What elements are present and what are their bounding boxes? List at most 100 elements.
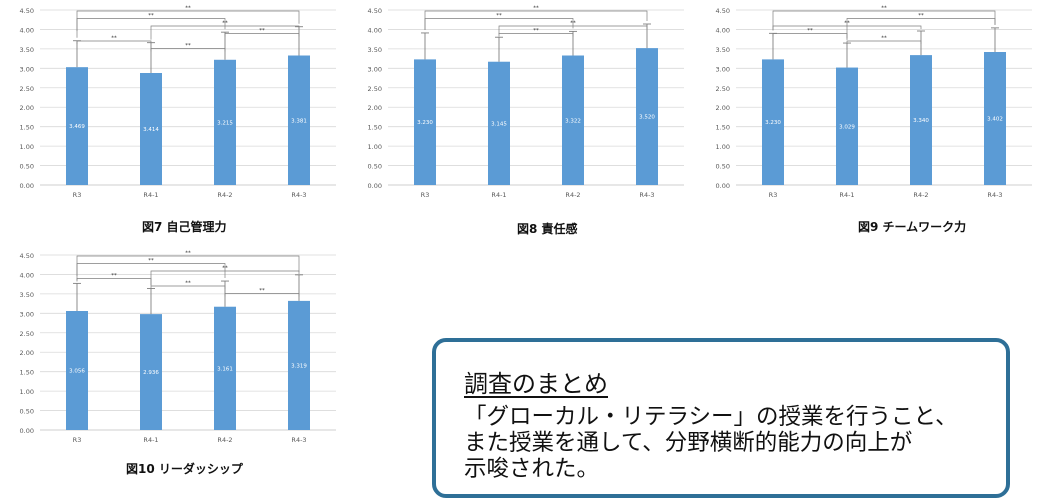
x-tick-label: R4-3 [987, 191, 1002, 199]
significance-label: ** [881, 36, 887, 42]
significance-label: ** [222, 266, 228, 272]
x-tick-label: R4-2 [913, 191, 928, 199]
chart-self-management: 0.00 0.50 1.00 1.50 2.00 2.50 3.00 3.50 4.00 4.50… [4, 0, 340, 205]
bar-value-label: 3.230 [417, 120, 433, 126]
x-tick-label: R4-1 [143, 436, 158, 444]
y-tick-label: 2.50 [368, 85, 382, 93]
significance-bracket [76, 18, 226, 38]
y-tick-label: 0.50 [716, 163, 730, 171]
chart-responsibility: 0.00 0.50 1.00 1.50 2.00 2.50 3.00 3.50 4.00 4.50… [352, 0, 688, 205]
x-tick-label: R3 [73, 436, 82, 444]
significance-label: ** [844, 21, 850, 27]
significance-bracket [498, 25, 648, 35]
bar [214, 306, 236, 430]
bar-value-label: 2.936 [143, 370, 159, 376]
bar [66, 67, 88, 185]
y-tick-label: 0.00 [20, 182, 34, 190]
bar [288, 55, 310, 185]
y-tick-label: 4.00 [20, 271, 34, 279]
significance-label: ** [148, 258, 154, 264]
chart-leadership: 0.00 0.50 1.00 1.50 2.00 2.50 3.00 3.50 4.00 4.50… [4, 245, 340, 450]
chart-self-management-svg: 0.00 0.50 1.00 1.50 2.00 2.50 3.00 3.50 4.00 4.50… [20, 6, 336, 199]
y-tick-label: 3.00 [20, 310, 34, 318]
significance-label: ** [222, 21, 228, 27]
y-tick-label: 3.50 [716, 46, 730, 54]
bar-value-label: 3.340 [913, 118, 929, 124]
y-tick-label: 0.50 [368, 163, 382, 171]
y-tick-label: 3.50 [368, 46, 382, 54]
significance-bracket [772, 25, 922, 31]
significance-label: ** [533, 6, 539, 12]
significance-label: ** [881, 6, 887, 12]
x-tick-label: R3 [421, 191, 430, 199]
bar [984, 52, 1006, 185]
significance-label: ** [570, 21, 576, 27]
y-tick-label: 4.00 [20, 26, 34, 34]
significance-bracket [76, 10, 300, 31]
bar-value-label: 3.145 [491, 121, 507, 127]
significance-label: ** [807, 28, 813, 34]
bar-value-label: 3.056 [69, 369, 85, 375]
y-tick-label: 2.00 [368, 104, 382, 112]
x-tick-label: R4-1 [143, 191, 158, 199]
significance-bracket [76, 278, 152, 286]
significance-label: ** [148, 13, 154, 19]
caption-leadership: 図10 リーダッシップ [126, 462, 243, 476]
x-tick-label: R4-1 [491, 191, 506, 199]
significance-bracket [772, 33, 848, 41]
y-tick-label: 0.50 [20, 408, 34, 416]
y-tick-label: 1.00 [368, 143, 382, 151]
chart-teamwork-svg: 0.00 0.50 1.00 1.50 2.00 2.50 3.00 3.50 4.00 4.50… [716, 6, 1032, 199]
bar-value-label: 3.029 [839, 124, 855, 130]
significance-label: ** [918, 13, 924, 19]
y-tick-label: 3.50 [20, 291, 34, 299]
x-tick-label: R4-2 [565, 191, 580, 199]
bar [636, 48, 658, 185]
bar-value-label: 3.322 [565, 118, 581, 124]
caption-teamwork: 図9 チームワーク力 [858, 220, 967, 234]
significance-bracket [150, 25, 300, 40]
significance-bracket [772, 10, 996, 31]
bar-value-label: 3.230 [765, 120, 781, 126]
x-tick-label: R4-1 [839, 191, 854, 199]
significance-label: ** [185, 281, 191, 287]
significance-bracket [224, 293, 300, 297]
bar [140, 73, 162, 185]
bar [66, 311, 88, 430]
x-tick-label: R4-3 [639, 191, 654, 199]
bar-value-label: 3.319 [291, 363, 307, 369]
y-tick-label: 1.00 [716, 143, 730, 151]
caption-responsibility: 図8 責任感 [517, 222, 578, 236]
y-tick-label: 4.50 [716, 7, 730, 15]
significance-label: ** [496, 13, 502, 19]
chart-responsibility-svg: 0.00 0.50 1.00 1.50 2.00 2.50 3.00 3.50 4.00 4.50… [368, 6, 684, 199]
y-tick-label: 2.50 [20, 330, 34, 338]
bar-value-label: 3.215 [217, 120, 233, 126]
significance-label: ** [185, 251, 191, 257]
y-tick-label: 4.50 [368, 7, 382, 15]
y-tick-label: 0.00 [368, 182, 382, 190]
significance-label: ** [111, 36, 117, 42]
x-tick-label: R4-3 [291, 436, 306, 444]
significance-bracket [150, 285, 226, 289]
bar [214, 59, 236, 185]
significance-label: ** [111, 273, 117, 279]
y-tick-label: 4.00 [716, 26, 730, 34]
x-tick-label: R4-2 [217, 191, 232, 199]
y-tick-label: 2.50 [20, 85, 34, 93]
bar [488, 61, 510, 185]
y-tick-label: 2.00 [20, 349, 34, 357]
y-tick-label: 4.50 [20, 252, 34, 260]
significance-bracket [846, 18, 996, 39]
significance-label: ** [259, 288, 265, 294]
bar-value-label: 3.414 [143, 127, 159, 133]
x-tick-label: R3 [769, 191, 778, 199]
y-tick-label: 3.00 [20, 65, 34, 73]
bar [910, 55, 932, 185]
bar [414, 59, 436, 186]
significance-bracket [150, 48, 226, 52]
bar-value-label: 3.469 [69, 124, 85, 130]
bar [288, 300, 310, 430]
significance-bracket [76, 40, 152, 44]
bar [836, 67, 858, 185]
